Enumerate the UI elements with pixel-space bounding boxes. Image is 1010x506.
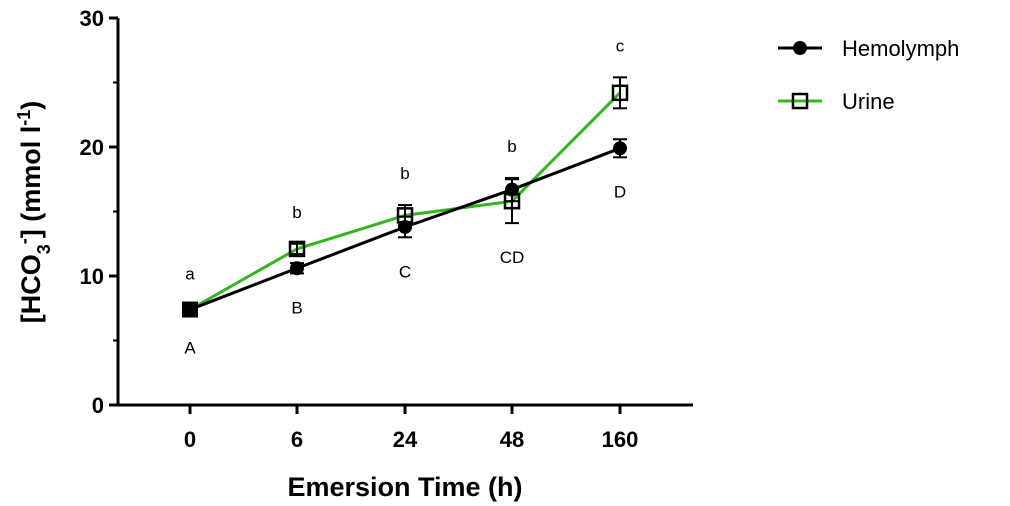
data-point (613, 141, 627, 156)
data-point (288, 240, 306, 258)
x-axis-title: Emersion Time (h) (287, 472, 522, 502)
x-axis: 0 6 24 48 160 (118, 403, 693, 452)
urine-letter: b (400, 164, 409, 183)
plot-area: a b b b c A B C CD D (182, 36, 629, 357)
x-ticks: 0 6 24 48 160 (184, 405, 638, 452)
y-tick-label: 0 (92, 393, 104, 418)
data-point (290, 261, 304, 276)
y-axis: 0 10 20 30 (80, 6, 120, 418)
hemolymph-letter: D (614, 182, 626, 201)
data-point (396, 207, 414, 224)
x-tick-label: 6 (291, 427, 303, 452)
data-point (791, 92, 809, 110)
urine-letter: b (507, 137, 516, 156)
y-axis-title-subscript: 3 (34, 244, 54, 254)
hemolymph-letter: C (399, 262, 411, 281)
legend: Hemolymph Urine (778, 36, 959, 114)
y-tick-label: 30 (80, 6, 104, 31)
data-point (611, 84, 629, 102)
significance-letters: a b b b c A B C CD D (184, 36, 626, 357)
data-point (503, 192, 521, 210)
y-ticks: 0 10 20 30 (80, 6, 118, 418)
hemolymph-letter: CD (500, 248, 525, 267)
urine-letter: c (616, 36, 625, 55)
legend-item-urine: Urine (778, 89, 895, 114)
data-point (182, 301, 198, 318)
urine-letter: b (292, 203, 301, 222)
x-tick-label: 24 (393, 427, 418, 452)
x-tick-label: 0 (184, 427, 196, 452)
y-axis-title-exponent: -1 (14, 110, 34, 126)
y-tick-label: 10 (80, 264, 104, 289)
legend-label: Urine (842, 89, 895, 114)
x-tick-label: 160 (602, 427, 639, 452)
markers-urine (182, 84, 629, 318)
hemolymph-letter: A (184, 338, 196, 357)
hemolymph-letter: B (291, 298, 302, 317)
y-tick-label: 20 (80, 135, 104, 160)
y-axis-title-charge: - (14, 238, 34, 244)
y-axis-title: [HCO3-] (mmol l-1) (14, 101, 54, 324)
legend-item-hemolymph: Hemolymph (778, 36, 959, 61)
data-point (793, 41, 807, 55)
x-tick-label: 48 (500, 427, 524, 452)
legend-label: Hemolymph (842, 36, 959, 61)
urine-letter: a (185, 265, 195, 284)
